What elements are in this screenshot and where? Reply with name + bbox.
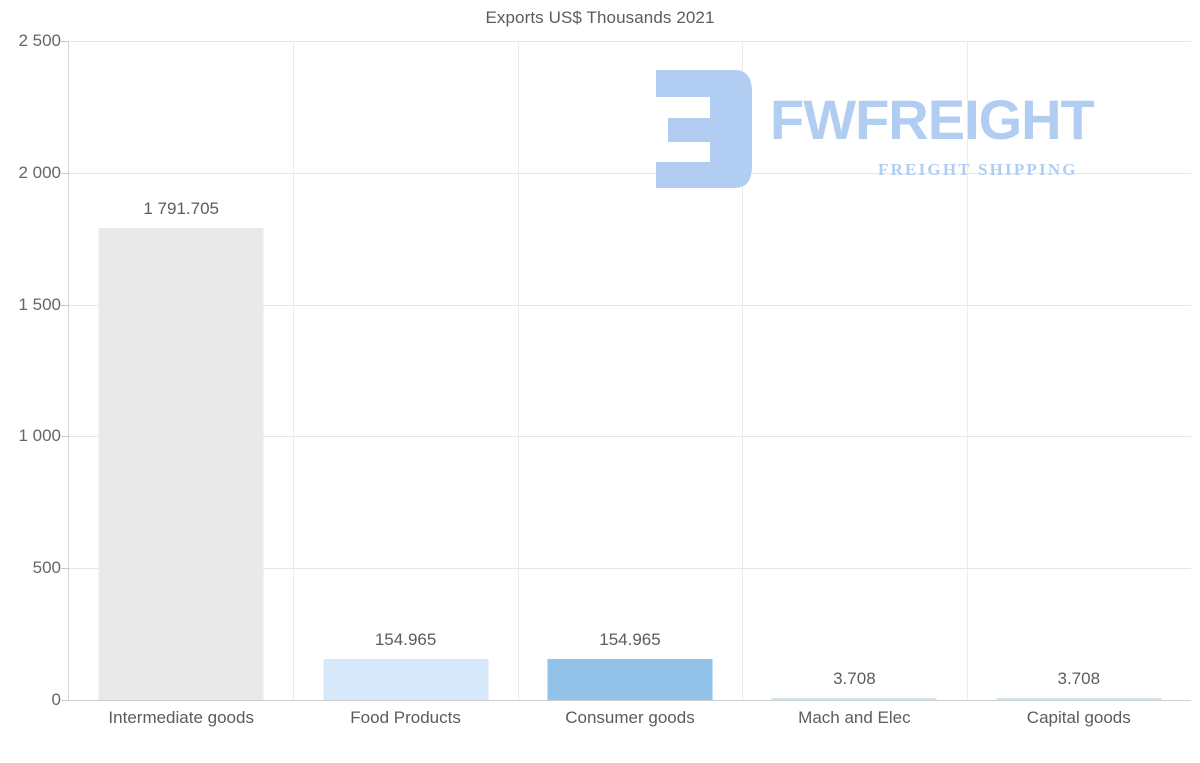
- bar-value-label: 3.708: [1057, 668, 1101, 688]
- x-axis-category-label: Intermediate goods: [108, 708, 254, 727]
- bar-group: 154.965: [293, 41, 517, 700]
- gridline-vertical: [742, 41, 743, 700]
- y-axis-tick-mark: [61, 41, 69, 42]
- bar-value-label: 3.708: [833, 668, 876, 688]
- bar-value-label: 154.965: [599, 630, 661, 650]
- y-axis-tick-mark: [61, 172, 69, 174]
- bar[interactable]: [771, 697, 937, 700]
- y-axis-line: [68, 41, 69, 701]
- x-axis-labels: Intermediate goods Food Products Consumer …: [69, 708, 1191, 748]
- y-axis-tick-label: 0: [51, 690, 61, 709]
- bar[interactable]: [996, 697, 1162, 700]
- bar[interactable]: [98, 227, 264, 700]
- gridline-vertical: [293, 41, 294, 700]
- gridline-horizontal: [69, 568, 1191, 570]
- bar-group: 3.708: [742, 41, 966, 700]
- y-axis-tick-label: 1 000: [18, 426, 61, 446]
- gridline-horizontal: [69, 304, 1191, 306]
- y-axis-tick-label: 500: [32, 558, 61, 578]
- gridline-vertical: [518, 41, 519, 700]
- y-axis-tick-mark: [61, 568, 69, 570]
- y-axis-tick-label: 2 000: [18, 162, 61, 182]
- chart-title: Exports US$ Thousands 2021: [485, 8, 715, 27]
- x-axis-category-label: Capital goods: [1026, 708, 1131, 727]
- y-axis-labels: 0 500 1 000 1 500 2 000 2 500: [0, 0, 61, 763]
- gridline-horizontal: [69, 172, 1191, 174]
- bar-group: 154.965: [518, 41, 742, 700]
- x-axis-category-label: Food Products: [350, 708, 461, 727]
- x-axis-category-label: Consumer goods: [565, 708, 695, 727]
- gridline-horizontal: [69, 436, 1191, 438]
- bar-group: 1 791.705: [69, 41, 293, 700]
- y-axis-tick-mark: [61, 700, 69, 701]
- gridline-horizontal: [69, 41, 1191, 42]
- bar-value-label: 1 791.705: [143, 198, 220, 218]
- y-axis-tick-label: 2 500: [18, 31, 61, 50]
- bars-layer: 1 791.705 154.965 154.965 3.708 3.708: [69, 41, 1191, 700]
- bar[interactable]: [323, 659, 489, 700]
- bar[interactable]: [547, 659, 713, 700]
- x-axis-category-label: Mach and Elec: [798, 708, 911, 727]
- y-axis-tick-label: 1 500: [18, 294, 61, 314]
- gridline-vertical: [967, 41, 968, 700]
- y-axis-tick-mark: [61, 436, 69, 438]
- bar-value-label: 154.965: [374, 630, 437, 650]
- y-axis-tick-mark: [61, 304, 69, 306]
- x-axis-line: [61, 700, 1191, 701]
- bar-group: 3.708: [967, 41, 1191, 700]
